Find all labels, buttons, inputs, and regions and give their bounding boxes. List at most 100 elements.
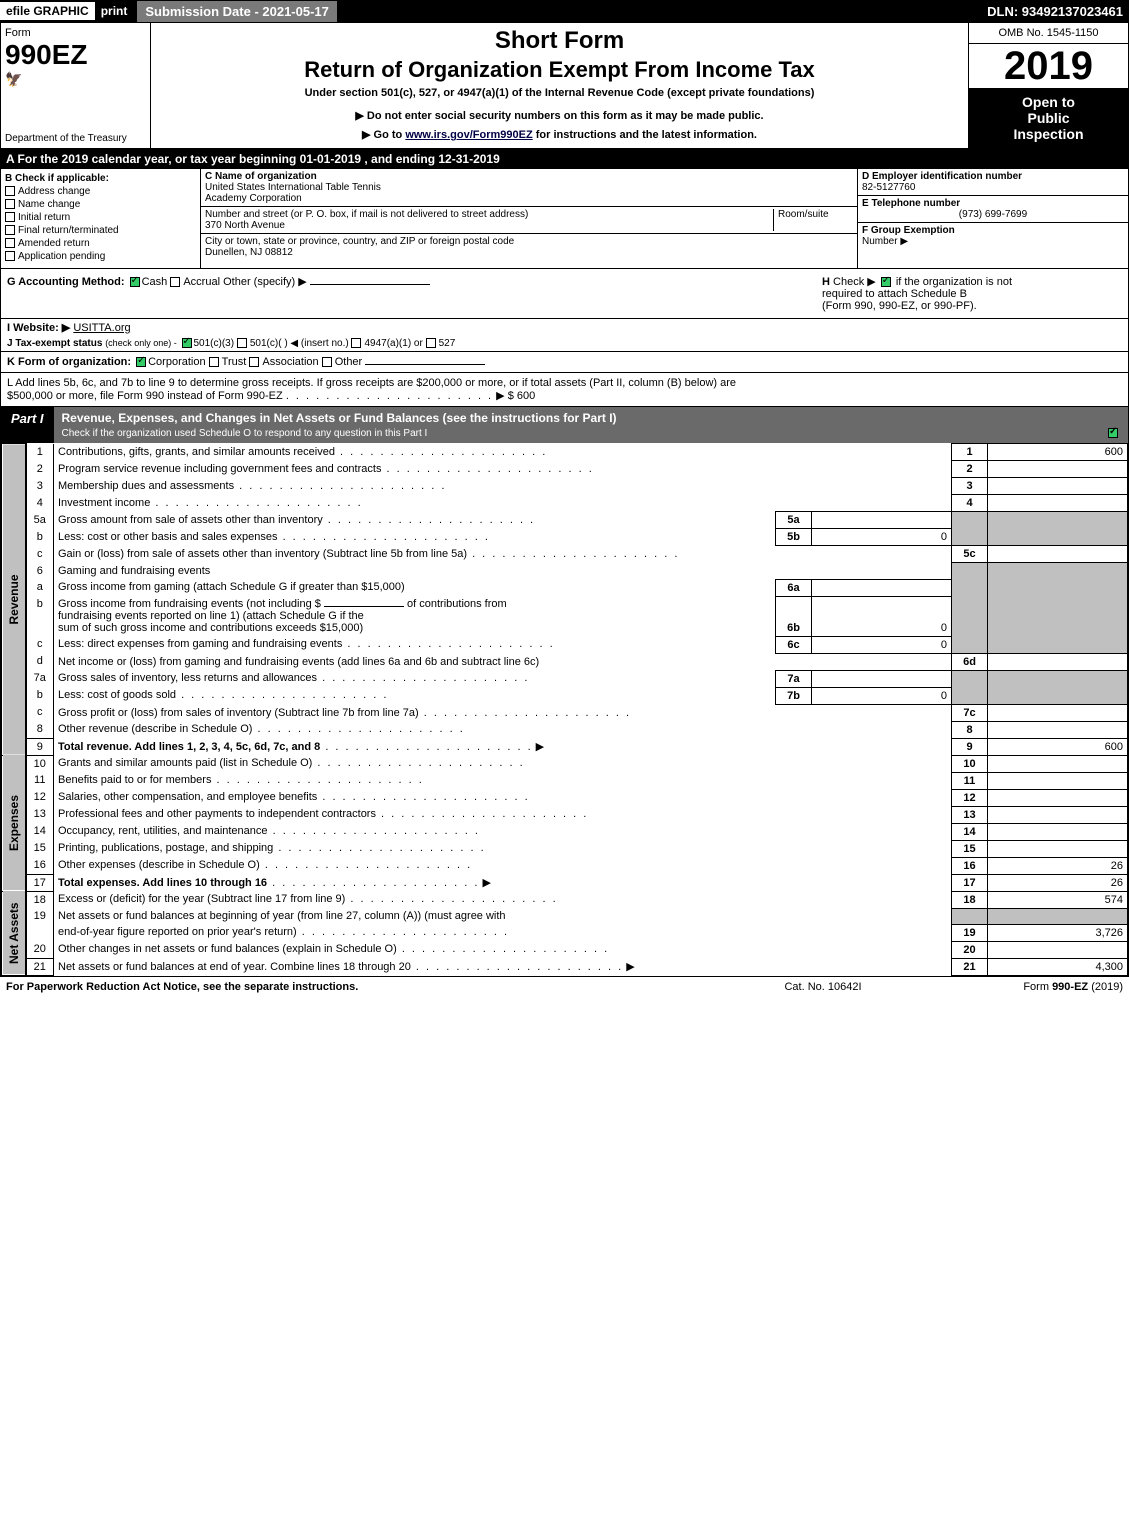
column-d: D Employer identification number 82-5127…: [858, 169, 1128, 268]
l19-no: 19: [26, 908, 54, 924]
l7b-desc: Less: cost of goods sold: [54, 687, 776, 704]
l7c-amt: [988, 704, 1128, 721]
row-i: I Website: ▶ USITTA.org: [0, 319, 1129, 336]
h-label: H: [822, 276, 830, 288]
chk-527[interactable]: [426, 338, 436, 348]
part-1-table: Revenue 1 Contributions, gifts, grants, …: [0, 443, 1129, 976]
goto-link[interactable]: www.irs.gov/Form990EZ: [405, 129, 532, 141]
l-amount: $ 600: [508, 390, 536, 402]
j-501c: 501(c)( ) ◀ (insert no.): [250, 338, 349, 349]
l6b-desc: Gross income from fundraising events (no…: [54, 596, 776, 636]
open-l2: Public: [973, 110, 1124, 126]
l12-amt: [988, 789, 1128, 806]
l12-box: 12: [952, 789, 988, 806]
chk-assoc[interactable]: [249, 357, 259, 367]
chk-application-pending[interactable]: Application pending: [5, 251, 196, 262]
chk-cash[interactable]: [130, 277, 140, 287]
l21-desc: Net assets or fund balances at end of ye…: [54, 958, 952, 975]
l17-box: 17: [952, 874, 988, 891]
l5b-samt: 0: [812, 529, 952, 546]
l-text1: L Add lines 5b, 6c, and 7b to line 9 to …: [7, 377, 736, 389]
chk-4947[interactable]: [351, 338, 361, 348]
row-l: L Add lines 5b, 6c, and 7b to line 9 to …: [0, 373, 1129, 407]
l5c-amt: [988, 546, 1128, 563]
l5a-desc: Gross amount from sale of assets other t…: [54, 512, 776, 529]
l17-amt: 26: [988, 874, 1128, 891]
c-city-row: City or town, state or province, country…: [201, 234, 857, 260]
line-16: 16 Other expenses (describe in Schedule …: [2, 857, 1128, 874]
chk-501c3[interactable]: [182, 338, 192, 348]
line-19a: 19 Net assets or fund balances at beginn…: [2, 908, 1128, 924]
l16-amt: 26: [988, 857, 1128, 874]
l9-amt: 600: [988, 738, 1128, 755]
print-label[interactable]: print: [95, 2, 134, 20]
k-label: K Form of organization:: [7, 356, 131, 368]
i-website[interactable]: USITTA.org: [73, 322, 130, 334]
header-center: Short Form Return of Organization Exempt…: [151, 23, 968, 148]
l-text2: $500,000 or more, file Form 990 instead …: [7, 390, 283, 402]
chk-other[interactable]: [322, 357, 332, 367]
part-1-header: Part I Revenue, Expenses, and Changes in…: [0, 407, 1129, 443]
l11-no: 11: [26, 772, 54, 789]
form-label: Form: [5, 27, 146, 39]
l16-box: 16: [952, 857, 988, 874]
l4-no: 4: [26, 495, 54, 512]
chk-final-return[interactable]: Final return/terminated: [5, 225, 196, 236]
l6c-no: c: [26, 636, 54, 653]
chk-name-change[interactable]: Name change: [5, 199, 196, 210]
l7c-no: c: [26, 704, 54, 721]
l11-amt: [988, 772, 1128, 789]
row-gh: G Accounting Method: Cash Accrual Other …: [0, 269, 1129, 319]
l1-box: 1: [952, 444, 988, 461]
d-label: D Employer identification number: [862, 171, 1124, 182]
l2-no: 2: [26, 461, 54, 478]
k-trust: Trust: [222, 356, 247, 368]
l6c-sub: 6c: [776, 636, 812, 653]
l12-no: 12: [26, 789, 54, 806]
top-bar: efile GRAPHIC print Submission Date - 20…: [0, 0, 1129, 22]
tax-year: 2019: [969, 44, 1128, 88]
l5a-sub: 5a: [776, 512, 812, 529]
chk-h[interactable]: [881, 277, 891, 287]
grey-5: [952, 512, 988, 546]
l1-desc: Contributions, gifts, grants, and simila…: [54, 444, 952, 461]
chk-trust[interactable]: [209, 357, 219, 367]
chk-corp[interactable]: [136, 357, 146, 367]
chk-501c[interactable]: [237, 338, 247, 348]
l20-box: 20: [952, 941, 988, 958]
l6a-no: a: [26, 579, 54, 596]
g-other: Other (specify): [223, 276, 295, 288]
l2-desc: Program service revenue including govern…: [54, 461, 952, 478]
l3-no: 3: [26, 478, 54, 495]
g-cash: Cash: [142, 276, 168, 288]
row-k: K Form of organization: Corporation Trus…: [0, 352, 1129, 373]
l18-amt: 574: [988, 891, 1128, 908]
line-11: 11 Benefits paid to or for members 11: [2, 772, 1128, 789]
d-ein-row: D Employer identification number 82-5127…: [858, 169, 1128, 196]
city: Dunellen, NJ 08812: [205, 247, 853, 258]
c-name-row: C Name of organization United States Int…: [201, 169, 857, 207]
chk-amended-return[interactable]: Amended return: [5, 238, 196, 249]
chk-address-change[interactable]: Address change: [5, 186, 196, 197]
l19b-no: [26, 924, 54, 941]
omb-number: OMB No. 1545-1150: [969, 23, 1128, 44]
revenue-side-label: Revenue: [2, 444, 26, 756]
part-1-title: Revenue, Expenses, and Changes in Net As…: [54, 407, 1128, 443]
l4-amt: [988, 495, 1128, 512]
chk-accrual[interactable]: [170, 277, 180, 287]
l7a-samt: [812, 670, 952, 687]
form-header: Form 990EZ 🦅 Department of the Treasury …: [0, 22, 1129, 149]
l10-amt: [988, 755, 1128, 772]
line-6: 6 Gaming and fundraising events: [2, 563, 1128, 580]
chk-schedule-o[interactable]: [1108, 428, 1118, 438]
g-section: G Accounting Method: Cash Accrual Other …: [7, 275, 822, 312]
line-4: 4 Investment income 4: [2, 495, 1128, 512]
l6c-desc: Less: direct expenses from gaming and fu…: [54, 636, 776, 653]
l17-no: 17: [26, 874, 54, 891]
arrow-icon: ▶: [900, 236, 908, 247]
footer-left: For Paperwork Reduction Act Notice, see …: [6, 981, 723, 993]
l6c-samt: 0: [812, 636, 952, 653]
dept-text: Department of the Treasury: [5, 133, 127, 144]
chk-initial-return[interactable]: Initial return: [5, 212, 196, 223]
l13-amt: [988, 806, 1128, 823]
